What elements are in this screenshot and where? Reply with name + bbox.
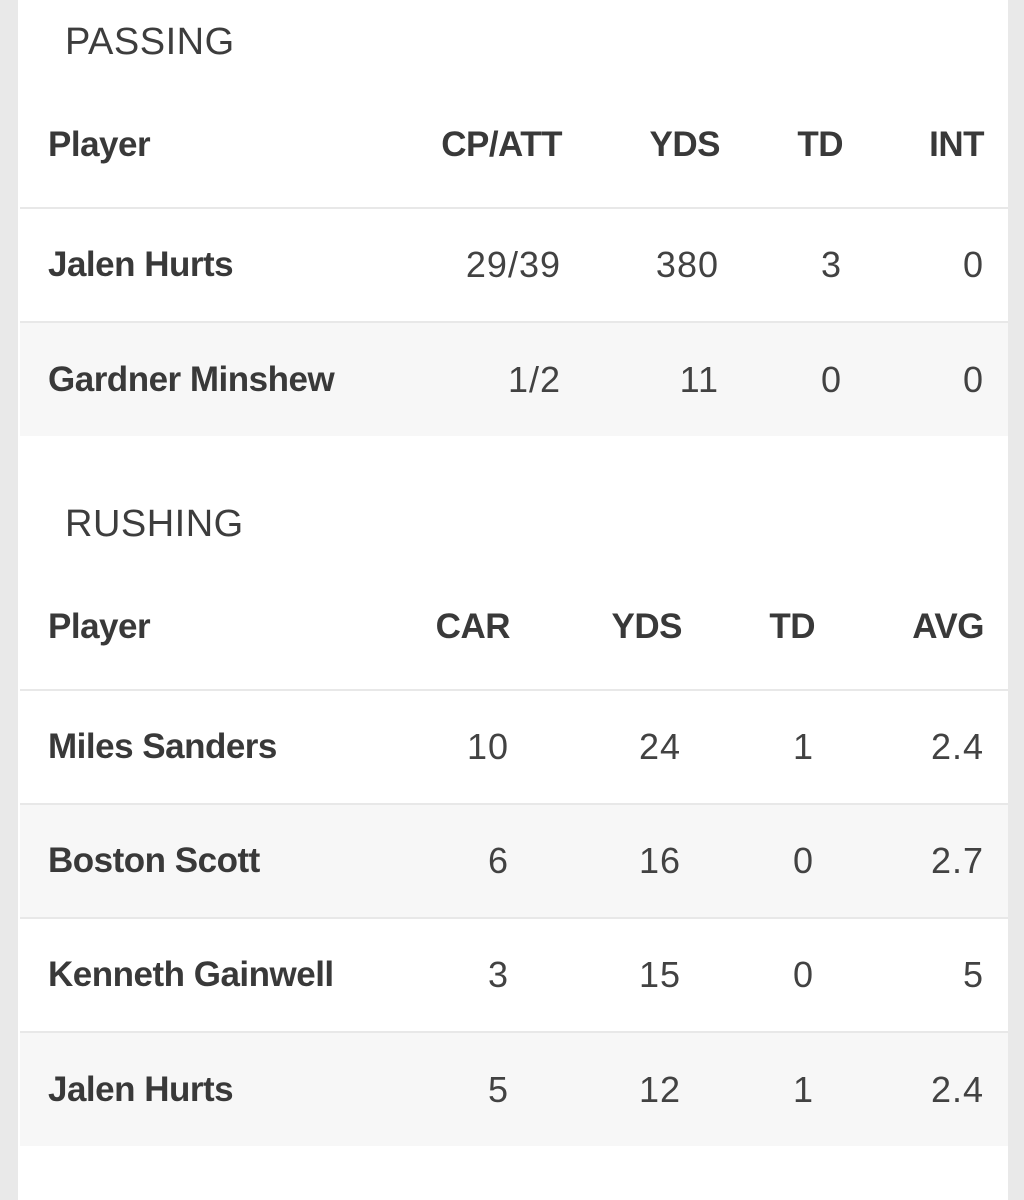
stat-td: 1: [792, 1068, 814, 1110]
player-row[interactable]: Jalen Hurts 29/39 380 3 0: [20, 208, 1008, 322]
stats-card: PASSING Player CP/ATT YDS TD INT Jalen H…: [18, 0, 1008, 1200]
player-row[interactable]: Kenneth Gainwell 3 15 0 5: [20, 918, 1008, 1032]
player-row[interactable]: Jalen Hurts 5 12 1 2.4: [20, 1032, 1008, 1146]
rushing-section-title: RUSHING: [65, 503, 244, 545]
stat-yds: 11: [679, 358, 719, 400]
column-header-int: INT: [843, 61, 1008, 209]
column-header-car: CAR: [366, 543, 511, 691]
stat-car: 6: [487, 840, 509, 881]
stat-car: 5: [487, 1068, 509, 1110]
rushing-header-row: Player CAR YDS TD AVG: [20, 543, 1008, 691]
stat-yds: 15: [638, 954, 681, 995]
stat-avg: 2.4: [930, 726, 984, 767]
stat-int: 0: [962, 358, 984, 400]
player-name: Jalen Hurts: [48, 245, 234, 284]
column-header-avg: AVG: [815, 543, 1008, 691]
stat-yds: 12: [638, 1068, 681, 1110]
rushing-table: Player CAR YDS TD AVG Miles Sanders 10 2…: [20, 543, 1008, 1146]
stat-cp-att: 1/2: [507, 358, 561, 400]
stat-td: 3: [820, 244, 842, 285]
stat-td: 0: [820, 358, 842, 400]
stat-cp-att: 29/39: [465, 244, 561, 285]
rushing-section: RUSHING Player CAR YDS TD AVG Miles Sand…: [20, 436, 1008, 1146]
column-header-player: Player: [20, 543, 366, 691]
player-name: Kenneth Gainwell: [48, 955, 334, 994]
stat-td: 1: [792, 726, 814, 767]
column-header-yds: YDS: [562, 61, 721, 209]
player-name: Miles Sanders: [48, 727, 277, 766]
stat-int: 0: [962, 244, 984, 285]
stat-avg: 2.4: [930, 1068, 984, 1110]
stat-yds: 380: [655, 244, 719, 285]
column-header-td: TD: [682, 543, 816, 691]
player-row[interactable]: Gardner Minshew 1/2 11 0 0: [20, 322, 1008, 436]
stat-td: 0: [792, 840, 814, 881]
column-header-player: Player: [20, 61, 418, 209]
passing-header-row: Player CP/ATT YDS TD INT: [20, 61, 1008, 209]
stat-yds: 16: [638, 840, 681, 881]
player-row[interactable]: Boston Scott 6 16 0 2.7: [20, 804, 1008, 918]
player-name: Gardner Minshew: [48, 359, 335, 399]
player-name: Boston Scott: [48, 841, 260, 880]
stat-avg: 5: [962, 954, 984, 995]
column-header-cp-att: CP/ATT: [418, 61, 563, 209]
column-header-yds: YDS: [510, 543, 683, 691]
stat-avg: 2.7: [930, 840, 984, 881]
stat-td: 0: [792, 954, 814, 995]
column-header-td: TD: [720, 61, 844, 209]
stat-car: 3: [487, 954, 509, 995]
stat-yds: 24: [638, 726, 681, 767]
player-name: Jalen Hurts: [48, 1069, 234, 1109]
passing-table: Player CP/ATT YDS TD INT Jalen Hurts 29/…: [20, 61, 1008, 436]
stat-car: 10: [466, 726, 509, 767]
passing-section: PASSING Player CP/ATT YDS TD INT Jalen H…: [20, 0, 1008, 436]
player-row[interactable]: Miles Sanders 10 24 1 2.4: [20, 690, 1008, 804]
passing-section-title: PASSING: [65, 21, 235, 63]
